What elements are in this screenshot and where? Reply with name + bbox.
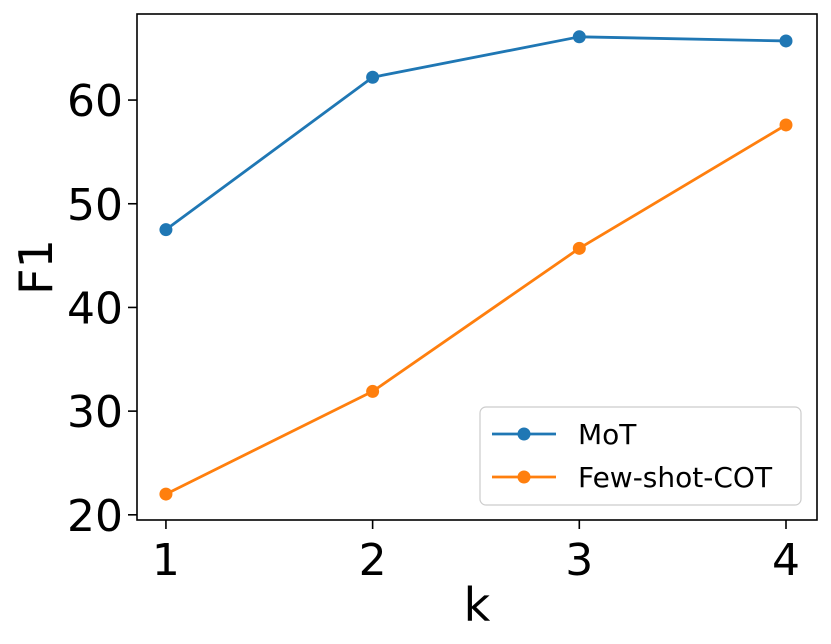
data-point-mot [159, 223, 173, 237]
x-tick-label: 4 [772, 535, 800, 586]
data-point-few-shot-cot [572, 241, 586, 255]
x-tick-label: 1 [152, 535, 180, 586]
series-line-mot [165, 35, 787, 231]
data-point-few-shot-cot [366, 384, 380, 398]
data-point-mot [572, 30, 586, 44]
data-point-few-shot-cot [779, 118, 793, 132]
y-tick-label: 20 [67, 491, 123, 542]
y-tick-label: 30 [67, 387, 123, 438]
y-tick-label: 60 [67, 76, 123, 127]
y-tick-label: 50 [67, 180, 123, 231]
x-axis-title: k [464, 578, 491, 632]
x-axis-ticks: 1 2 3 4 [152, 520, 800, 586]
legend-box [479, 406, 802, 506]
series-layer [159, 30, 793, 501]
data-point-mot [779, 34, 793, 48]
data-point-few-shot-cot [159, 487, 173, 501]
y-axis-ticks: 20 30 40 50 60 [67, 76, 137, 542]
y-axis-title: F1 [9, 239, 63, 295]
x-tick-label: 2 [359, 535, 387, 586]
legend-label-mot: MoT [578, 418, 637, 451]
data-point-mot [366, 70, 380, 84]
x-tick-label: 3 [565, 535, 593, 586]
series-line-few-shot-cot [165, 123, 787, 496]
legend-items: MoT Few-shot-COT [492, 418, 773, 494]
legend-marker-few-shot-cot [517, 470, 531, 484]
legend: MoT Few-shot-COT [479, 406, 802, 506]
y-tick-label: 40 [67, 283, 123, 334]
plot-frame [136, 13, 818, 521]
legend-marker-mot [517, 427, 531, 441]
legend-label-few-shot-cot: Few-shot-COT [578, 461, 773, 494]
